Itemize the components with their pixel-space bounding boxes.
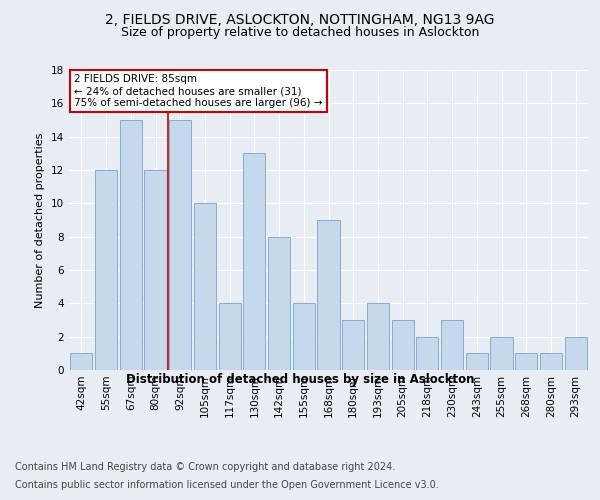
- Bar: [466, 354, 488, 370]
- Bar: [70, 354, 92, 370]
- Bar: [392, 320, 414, 370]
- Bar: [416, 336, 439, 370]
- Bar: [218, 304, 241, 370]
- Bar: [169, 120, 191, 370]
- Bar: [441, 320, 463, 370]
- Bar: [342, 320, 364, 370]
- Bar: [243, 154, 265, 370]
- Y-axis label: Number of detached properties: Number of detached properties: [35, 132, 46, 308]
- Bar: [540, 354, 562, 370]
- Bar: [119, 120, 142, 370]
- Bar: [367, 304, 389, 370]
- Text: 2 FIELDS DRIVE: 85sqm
← 24% of detached houses are smaller (31)
75% of semi-deta: 2 FIELDS DRIVE: 85sqm ← 24% of detached …: [74, 74, 323, 108]
- Bar: [317, 220, 340, 370]
- Text: Distribution of detached houses by size in Aslockton: Distribution of detached houses by size …: [126, 372, 474, 386]
- Bar: [95, 170, 117, 370]
- Bar: [490, 336, 512, 370]
- Text: 2, FIELDS DRIVE, ASLOCKTON, NOTTINGHAM, NG13 9AG: 2, FIELDS DRIVE, ASLOCKTON, NOTTINGHAM, …: [105, 12, 495, 26]
- Bar: [515, 354, 538, 370]
- Text: Contains public sector information licensed under the Open Government Licence v3: Contains public sector information licen…: [15, 480, 439, 490]
- Bar: [268, 236, 290, 370]
- Bar: [194, 204, 216, 370]
- Bar: [565, 336, 587, 370]
- Text: Size of property relative to detached houses in Aslockton: Size of property relative to detached ho…: [121, 26, 479, 39]
- Bar: [145, 170, 167, 370]
- Bar: [293, 304, 315, 370]
- Text: Contains HM Land Registry data © Crown copyright and database right 2024.: Contains HM Land Registry data © Crown c…: [15, 462, 395, 472]
